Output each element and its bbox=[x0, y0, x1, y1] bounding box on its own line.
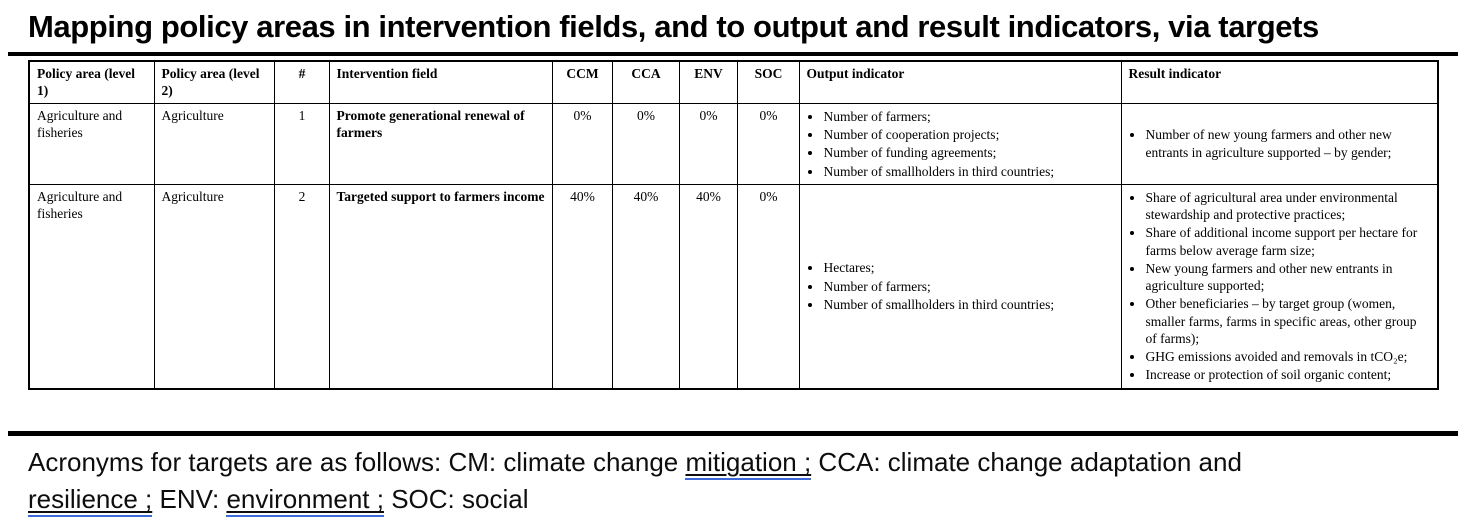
footnote-text: ENV: bbox=[152, 484, 227, 515]
underlined-term: resilience ; bbox=[28, 484, 153, 518]
mapping-table: Policy area (level 1) Policy area (level … bbox=[28, 60, 1439, 390]
footnote-line: Acronyms for targets are as follows: CM:… bbox=[28, 444, 1480, 481]
cell-number: 1 bbox=[273, 102, 330, 185]
result-indicator-item: Other beneficiaries – by target group (w… bbox=[1145, 295, 1432, 347]
cell-ccm: 0% bbox=[551, 102, 613, 185]
table-row: Agriculture and fisheries Agriculture 2 Tar… bbox=[28, 183, 1439, 390]
output-indicator-item: Hectares; bbox=[823, 259, 1115, 276]
output-indicator-item: Number of funding agreements; bbox=[823, 144, 1115, 161]
output-indicator-list: Number of farmers;Number of cooperation … bbox=[807, 108, 1115, 180]
footnote-line: resilience ; ENV: environment ; SOC: soc… bbox=[28, 481, 1480, 518]
table-header-row: Policy area (level 1) Policy area (level … bbox=[28, 60, 1439, 104]
header-num: # bbox=[273, 60, 330, 104]
title-divider bbox=[8, 52, 1458, 57]
footnote-text: SOC: social bbox=[383, 484, 529, 515]
result-indicator-item: Share of agricultural area under environ… bbox=[1145, 189, 1432, 224]
page-title: Mapping policy areas in intervention fie… bbox=[28, 9, 1319, 44]
result-indicator-item: Share of additional income support per h… bbox=[1145, 224, 1432, 259]
cell-env: 40% bbox=[678, 183, 738, 390]
cell-ccm: 40% bbox=[551, 183, 613, 390]
header-ccm: CCM bbox=[551, 60, 613, 104]
cell-result-indicators: Number of new young farmers and other ne… bbox=[1120, 102, 1439, 185]
result-indicator-item: GHG emissions avoided and removals in tC… bbox=[1145, 348, 1432, 365]
header-policy-area-l2: Policy area (level 2) bbox=[153, 60, 275, 104]
result-indicator-item: Increase or protection of soil organic c… bbox=[1145, 366, 1432, 383]
cell-policy-area-l2: Agriculture bbox=[153, 183, 275, 390]
cell-policy-area-l1: Agriculture and fisheries bbox=[28, 183, 155, 390]
output-indicator-list: Hectares; Number of farmers;Number of sma… bbox=[807, 259, 1115, 313]
result-indicator-item: New young farmers and other new entrants… bbox=[1145, 260, 1432, 295]
cell-policy-area-l2: Agriculture bbox=[153, 102, 275, 185]
cell-output-indicators: Number of farmers;Number of cooperation … bbox=[798, 102, 1122, 185]
header-soc: SOC bbox=[736, 60, 800, 104]
cell-output-indicators: Hectares; Number of farmers;Number of sma… bbox=[798, 183, 1122, 390]
header-cca: CCA bbox=[611, 60, 680, 104]
header-env: ENV bbox=[678, 60, 738, 104]
footnote-text: Acronyms for targets are as follows: CM:… bbox=[28, 447, 686, 478]
output-indicator-item: Number of farmers; bbox=[823, 108, 1115, 125]
output-indicator-item: Number of smallholders in third countrie… bbox=[823, 163, 1115, 180]
underlined-term: environment ; bbox=[226, 484, 384, 518]
cell-soc: 0% bbox=[736, 183, 800, 390]
table-body: Agriculture and fisheries Agriculture 1 Pro… bbox=[28, 102, 1439, 390]
cell-intervention-field: Promote generational renewal of farmers bbox=[328, 102, 553, 185]
result-indicator-list: Number of new young farmers and other ne… bbox=[1129, 126, 1432, 161]
cell-env: 0% bbox=[678, 102, 738, 185]
cell-cca: 0% bbox=[611, 102, 680, 185]
cell-result-indicators: Share of agricultural area under environ… bbox=[1120, 183, 1439, 390]
output-indicator-item: Number of cooperation projects; bbox=[823, 126, 1115, 143]
result-indicator-item: Number of new young farmers and other ne… bbox=[1145, 126, 1432, 161]
header-output-indicator: Output indicator bbox=[798, 60, 1122, 104]
table-cutoff-divider bbox=[8, 431, 1458, 437]
table-viewport: Policy area (level 1) Policy area (level … bbox=[28, 60, 1439, 431]
cell-soc: 0% bbox=[736, 102, 800, 185]
output-indicator-item: Number of farmers; bbox=[823, 278, 1115, 295]
underlined-term: mitigation ; bbox=[685, 447, 812, 481]
header-intervention-field: Intervention field bbox=[328, 60, 553, 104]
header-policy-area-l1: Policy area (level 1) bbox=[28, 60, 155, 104]
output-indicator-item: Number of smallholders in third countrie… bbox=[823, 296, 1115, 313]
acronyms-footnote: Acronyms for targets are as follows: CM:… bbox=[28, 444, 1480, 518]
header-result-indicator: Result indicator bbox=[1120, 60, 1439, 104]
table-row: Agriculture and fisheries Agriculture 1 Pro… bbox=[28, 102, 1439, 185]
footnote-text: CCA: climate change adaptation and bbox=[811, 447, 1242, 478]
cell-policy-area-l1: Agriculture and fisheries bbox=[28, 102, 155, 185]
result-indicator-list: Share of agricultural area under environ… bbox=[1129, 189, 1432, 384]
cell-intervention-field: Targeted support to farmers income bbox=[328, 183, 553, 390]
cell-number: 2 bbox=[273, 183, 330, 390]
cell-cca: 40% bbox=[611, 183, 680, 390]
